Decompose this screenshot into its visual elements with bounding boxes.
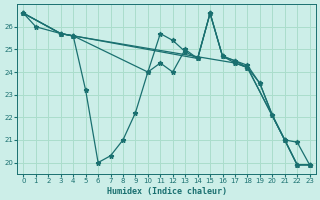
X-axis label: Humidex (Indice chaleur): Humidex (Indice chaleur) xyxy=(107,187,227,196)
